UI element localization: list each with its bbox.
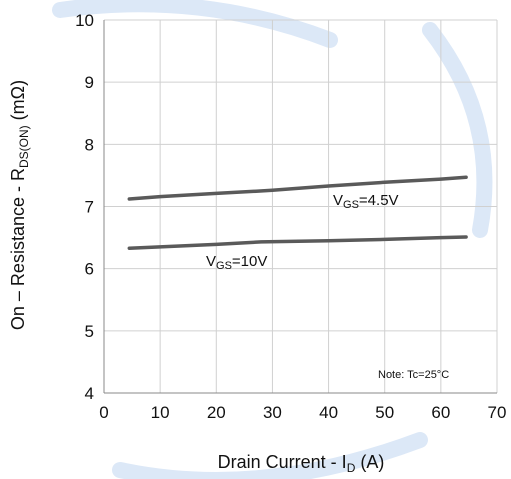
watermark-arc-right — [422, 22, 493, 238]
x-tick-label-60: 60 — [431, 403, 450, 422]
grid — [103, 19, 498, 394]
y-tick-label-7: 7 — [85, 198, 94, 217]
series-line-vgs-10v — [127, 235, 468, 250]
x-axis-label: Drain Current - ID (A) — [218, 452, 385, 475]
series-label-vgs-10v: VGS=10V — [206, 253, 267, 272]
series-label-vgs-4-5v: VGS=4.5V — [333, 192, 399, 211]
x-tick-label-30: 30 — [263, 403, 282, 422]
y-tick-label-4: 4 — [85, 384, 94, 403]
x-tick-label-40: 40 — [319, 403, 338, 422]
x-tick-label-0: 0 — [99, 403, 108, 422]
y-tick-label-8: 8 — [85, 135, 94, 154]
tick-labels: 0 10 20 30 40 50 60 70 4 5 6 7 8 9 10 — [75, 11, 506, 422]
x-tick-label-50: 50 — [375, 403, 394, 422]
y-axis-label: On – Resistance - RDS(ON) (mΩ) — [8, 80, 31, 330]
note-label: Note: Tc=25°C — [378, 369, 449, 381]
watermark-arc-top — [52, 0, 338, 48]
y-tick-label-6: 6 — [85, 260, 94, 279]
x-tick-label-70: 70 — [488, 403, 507, 422]
watermark-arc-bottom — [112, 432, 428, 479]
y-tick-label-5: 5 — [85, 322, 94, 341]
x-tick-label-10: 10 — [151, 403, 170, 422]
y-tick-label-10: 10 — [75, 11, 94, 30]
x-tick-label-20: 20 — [207, 403, 226, 422]
y-tick-label-9: 9 — [85, 73, 94, 92]
series-line-vgs-4-5v — [127, 175, 468, 201]
series-lines — [127, 175, 468, 250]
